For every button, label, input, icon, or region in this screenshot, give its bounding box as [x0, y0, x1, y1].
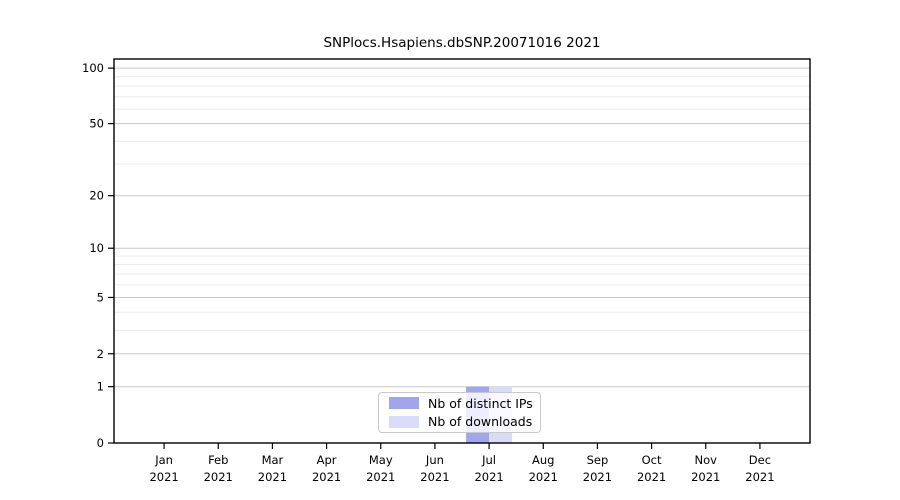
y-tick-label: 10 [89, 241, 104, 255]
y-tick-label: 1 [97, 380, 104, 394]
x-tick-label-month: Dec [749, 453, 771, 467]
legend: Nb of distinct IPs Nb of downloads [378, 392, 541, 433]
x-tick-label-year: 2021 [474, 470, 503, 484]
legend-swatch-downloads-icon [389, 415, 419, 428]
x-tick-label-month: Jul [481, 453, 496, 467]
legend-row-distinct-ips: Nb of distinct IPs [379, 395, 540, 412]
legend-swatch-distinct-ips-icon [389, 397, 419, 410]
x-tick-label-month: Jan [154, 453, 173, 467]
x-tick-label-year: 2021 [637, 470, 666, 484]
y-tick-label: 5 [97, 290, 104, 304]
x-tick-label-year: 2021 [149, 470, 178, 484]
y-tick-label: 50 [89, 117, 104, 131]
x-tick-label-month: Apr [317, 453, 337, 467]
x-tick-label-year: 2021 [745, 470, 774, 484]
x-tick-label-year: 2021 [583, 470, 612, 484]
legend-row-downloads: Nb of downloads [379, 413, 540, 430]
y-tick-label: 20 [89, 189, 104, 203]
x-tick-label-month: Aug [532, 453, 554, 467]
y-tick-label: 0 [97, 436, 104, 450]
x-tick-label-year: 2021 [366, 470, 395, 484]
x-tick-label-month: Jun [425, 453, 444, 467]
plot-border [113, 58, 811, 444]
y-tick-label: 100 [82, 61, 104, 75]
x-tick-label-year: 2021 [420, 470, 449, 484]
x-tick-label-month: Mar [262, 453, 284, 467]
legend-label-distinct-ips: Nb of distinct IPs [428, 395, 533, 411]
x-tick-label-month: Nov [695, 453, 718, 467]
y-tick-label: 2 [97, 347, 104, 361]
x-tick-label-month: Sep [587, 453, 609, 467]
x-tick-label-year: 2021 [258, 470, 287, 484]
legend-label-downloads: Nb of downloads [428, 414, 533, 430]
x-tick-label-month: Feb [208, 453, 228, 467]
x-tick-label-year: 2021 [691, 470, 720, 484]
x-tick-label-year: 2021 [312, 470, 341, 484]
x-tick-label-month: May [369, 453, 393, 467]
x-tick-label-year: 2021 [529, 470, 558, 484]
chart-title: SNPlocs.Hsapiens.dbSNP.20071016 2021 [323, 35, 601, 51]
x-tick-label-year: 2021 [204, 470, 233, 484]
x-tick-label-month: Oct [642, 453, 662, 467]
